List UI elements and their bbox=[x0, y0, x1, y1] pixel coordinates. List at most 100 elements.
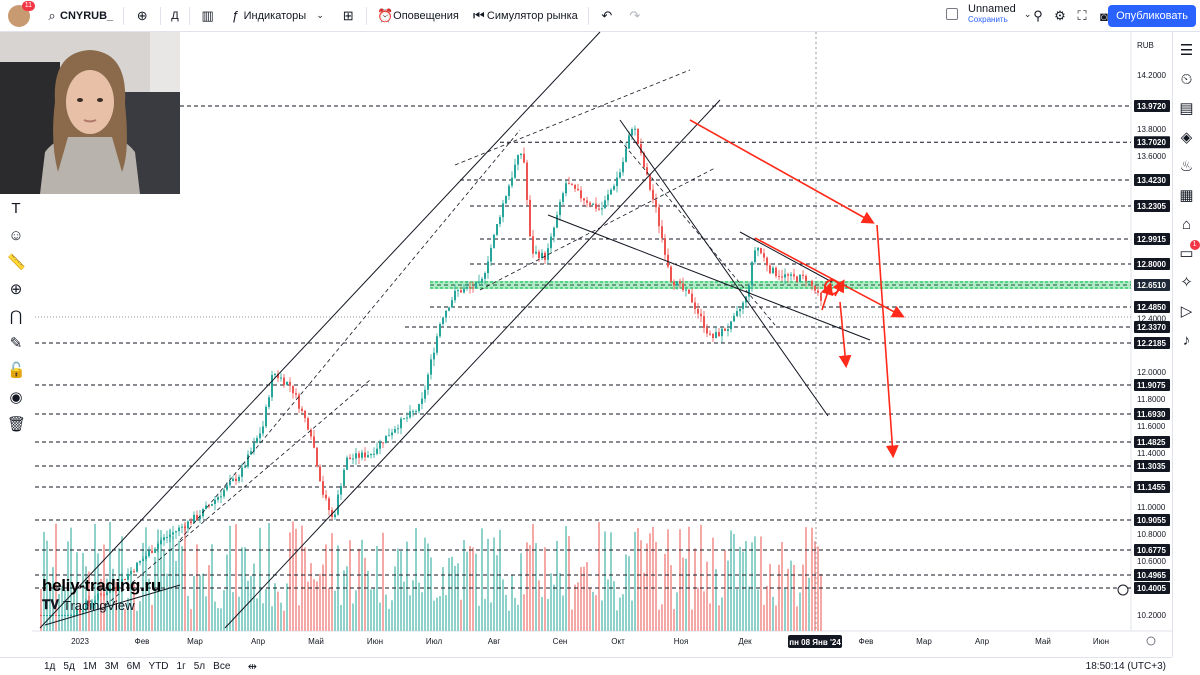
compare-button[interactable]: ⊕ bbox=[128, 0, 156, 32]
volume-bar bbox=[385, 594, 387, 631]
period-1m[interactable]: 1М bbox=[82, 661, 97, 672]
candle-body bbox=[565, 183, 567, 194]
volume-bar bbox=[793, 564, 795, 631]
level-tag-label: 12.9915 bbox=[1137, 235, 1166, 244]
text-tool-icon[interactable]: T bbox=[11, 200, 21, 217]
candle-body bbox=[328, 498, 330, 511]
eye-icon[interactable]: ◉ bbox=[9, 389, 23, 406]
candle-body bbox=[76, 610, 78, 615]
candle-body bbox=[625, 148, 627, 162]
interval-button[interactable]: Д bbox=[171, 9, 179, 22]
ruler-icon[interactable]: 📏 bbox=[7, 254, 26, 271]
magnet-icon[interactable]: ⋂ bbox=[9, 308, 23, 325]
undo-button[interactable]: ↶ bbox=[593, 0, 621, 32]
trash-icon[interactable]: 🗑 bbox=[7, 416, 27, 433]
candle-body bbox=[277, 373, 279, 379]
save-layout-button[interactable]: Unnamed Сохранить ⌄ bbox=[946, 3, 1036, 25]
candle-body bbox=[295, 393, 297, 395]
price-tick-label: 11.0000 bbox=[1137, 503, 1166, 512]
candle-body bbox=[337, 494, 339, 515]
horizontal-levels bbox=[35, 105, 1131, 589]
volume-bar bbox=[703, 591, 705, 631]
candle-body bbox=[700, 313, 702, 316]
forecast-arrow bbox=[689, 119, 875, 224]
candle-body bbox=[556, 215, 558, 228]
chat-icon[interactable]: ▭ 1 bbox=[1178, 240, 1200, 263]
user-avatar[interactable]: 11 bbox=[8, 0, 35, 27]
period-5d[interactable]: 5д bbox=[63, 661, 75, 672]
symbol-search-button[interactable]: ⌕ CNYRUB_ bbox=[38, 0, 119, 32]
candle-body bbox=[91, 602, 93, 604]
price-tick-label: 14.2000 bbox=[1137, 71, 1166, 80]
volume-bar bbox=[220, 608, 222, 631]
zoom-in-icon[interactable]: ⊕ bbox=[9, 281, 23, 298]
gear-icon[interactable]: ⚙ bbox=[1054, 8, 1066, 23]
candle-body bbox=[523, 153, 525, 163]
candle-body bbox=[736, 311, 738, 316]
volume-bar bbox=[262, 603, 264, 631]
period-3m[interactable]: 3М bbox=[104, 661, 119, 672]
candle-body bbox=[103, 594, 105, 596]
watchlist-icon[interactable]: ☰ bbox=[1179, 42, 1194, 59]
layers-icon[interactable]: ◈ bbox=[1180, 129, 1193, 146]
object-tree-icon[interactable]: ▤ bbox=[1179, 100, 1194, 117]
period-ytd[interactable]: YTD bbox=[148, 661, 169, 672]
period-1y[interactable]: 1г bbox=[176, 661, 186, 672]
period-5y[interactable]: 5л bbox=[193, 661, 206, 672]
volume-bar bbox=[346, 566, 348, 631]
volume-bar bbox=[691, 609, 693, 631]
hotlist-fire-icon[interactable]: ♨ bbox=[1179, 158, 1194, 175]
period-6m[interactable]: 6М bbox=[126, 661, 141, 672]
candle-body bbox=[322, 481, 324, 495]
candle-body bbox=[763, 253, 765, 258]
redo-button[interactable]: ↷ bbox=[621, 0, 649, 32]
candle-body bbox=[577, 188, 579, 191]
alerts-button[interactable]: ⏰ Оповещения bbox=[371, 0, 465, 32]
quick-search-icon[interactable]: ⚲ bbox=[1033, 8, 1043, 23]
lightbulb-icon[interactable]: ✧ bbox=[1180, 274, 1193, 291]
fullscreen-icon[interactable]: ⛶ bbox=[1077, 8, 1087, 23]
candle-body bbox=[280, 377, 282, 379]
trend-line bbox=[179, 129, 521, 541]
layouts-button[interactable]: ⊞ bbox=[334, 0, 362, 32]
candle-body bbox=[451, 300, 453, 308]
candle-body bbox=[760, 247, 762, 254]
candle-body bbox=[400, 418, 402, 429]
chart-type-button[interactable]: ▥ bbox=[194, 0, 222, 32]
lock-icon[interactable]: 🔓 bbox=[7, 362, 26, 379]
volume-bar bbox=[409, 595, 411, 631]
candle-body bbox=[790, 274, 792, 276]
candle-body bbox=[643, 152, 645, 168]
volume-bars bbox=[40, 521, 822, 631]
alarm-clock-icon[interactable]: ⏲ bbox=[1180, 71, 1193, 88]
candle-body bbox=[781, 276, 783, 278]
volume-bar bbox=[274, 583, 276, 631]
period-all[interactable]: Все bbox=[213, 661, 231, 672]
replay-button[interactable]: ⏮ Симулятор рынка bbox=[465, 0, 584, 32]
date-range-icon[interactable]: ⇹ bbox=[247, 661, 257, 673]
volume-bar bbox=[151, 604, 153, 631]
forecast-arrow bbox=[754, 237, 905, 318]
emoji-icon[interactable]: ☺ bbox=[8, 227, 24, 244]
candle-body bbox=[457, 290, 459, 292]
time-tick-label: Дек bbox=[738, 637, 752, 646]
candle-body bbox=[559, 201, 561, 216]
volume-bar bbox=[676, 592, 678, 631]
indicators-button[interactable]: ƒ Индикаторы ⌄ bbox=[222, 0, 335, 32]
bell-icon[interactable]: ♪ bbox=[1182, 332, 1191, 349]
candle-body bbox=[313, 436, 315, 448]
pencil-lock-icon[interactable]: ✎ bbox=[9, 335, 23, 352]
ideas-icon[interactable]: ⌂ bbox=[1181, 216, 1192, 233]
price-chart[interactable]: 14.2000 13.8000 13.6000 12.4000 12.0000 11.80… bbox=[0, 0, 1172, 657]
volume-bar bbox=[667, 529, 669, 631]
calendar-icon[interactable]: ▦ bbox=[1179, 187, 1194, 204]
time-tick-label: Ноя bbox=[674, 637, 689, 646]
stream-icon[interactable]: ▷ bbox=[1180, 303, 1193, 320]
volume-bar bbox=[613, 581, 615, 631]
publish-button[interactable]: Опубликовать bbox=[1108, 5, 1196, 27]
level-tag-bg bbox=[1134, 321, 1170, 333]
volume-bar bbox=[769, 563, 771, 631]
camera-icon[interactable]: ◙ bbox=[1100, 8, 1108, 24]
candle-body bbox=[58, 615, 60, 616]
period-1d[interactable]: 1д bbox=[44, 661, 56, 672]
